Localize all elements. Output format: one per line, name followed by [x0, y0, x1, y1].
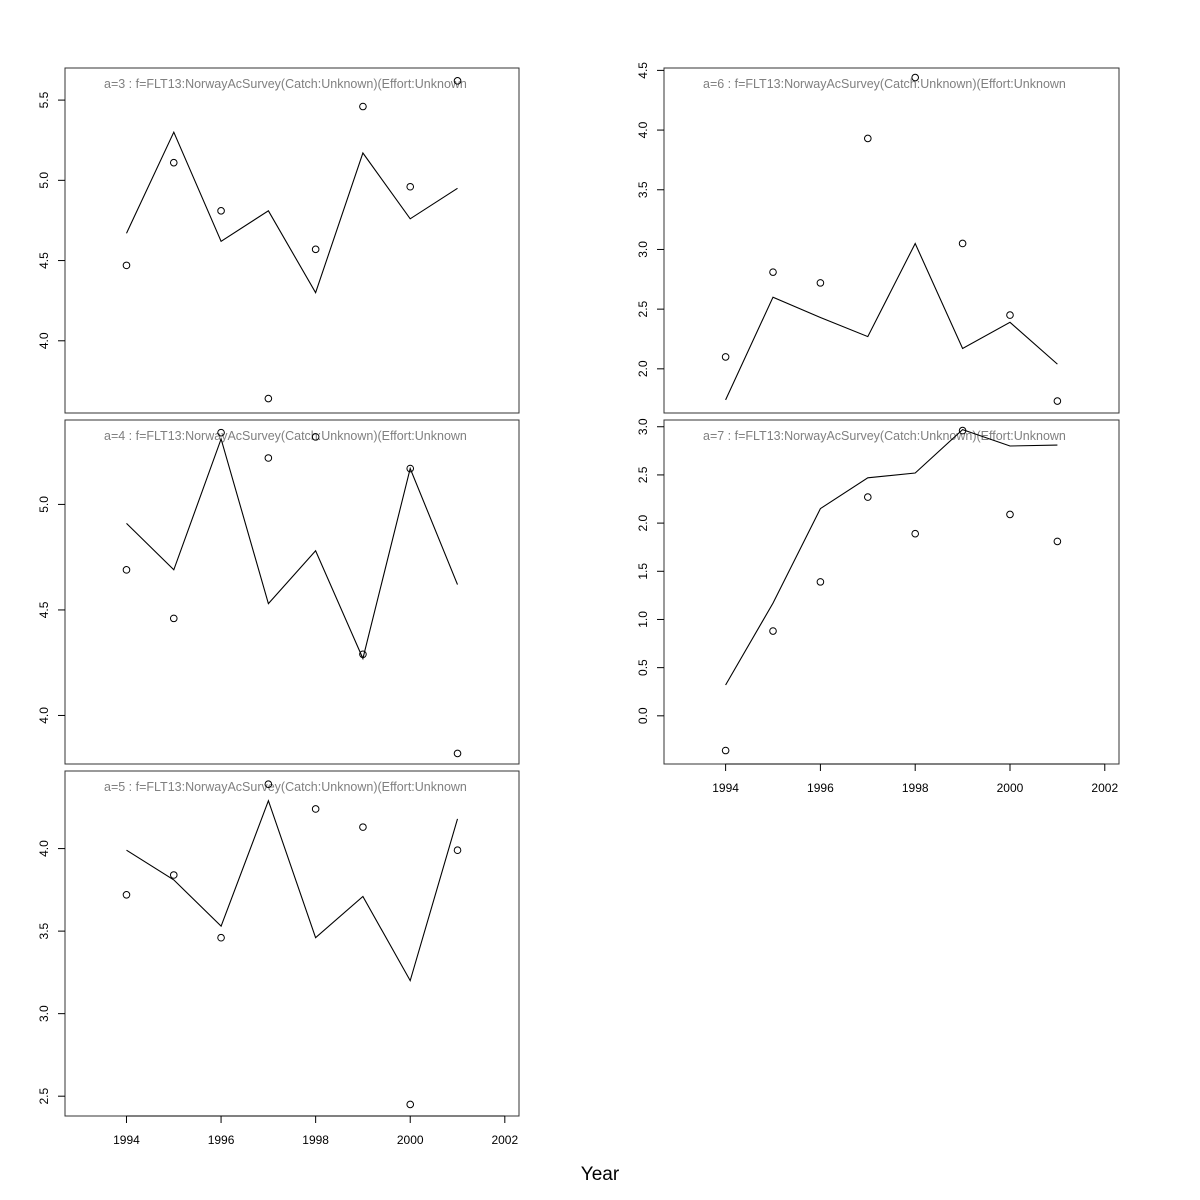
fitted-line: [126, 130, 458, 295]
panel-frame: [64, 67, 520, 414]
panel-a5: a=5 : f=FLT13:NorwayAcSurvey(Catch:Unkno…: [37, 770, 520, 1147]
y-tick-label: 3.0: [636, 418, 650, 435]
panel-a6: a=6 : f=FLT13:NorwayAcSurvey(Catch:Unkno…: [636, 62, 1120, 414]
y-tick-label: 4.5: [37, 601, 51, 618]
x-tick-label: 1998: [902, 781, 929, 795]
panels-layer: a=3 : f=FLT13:NorwayAcSurvey(Catch:Unkno…: [37, 62, 1120, 1147]
observed-point: [453, 749, 462, 758]
y-tick-label: 5.0: [37, 172, 51, 189]
observed-point: [1053, 537, 1062, 546]
panel-a7: a=7 : f=FLT13:NorwayAcSurvey(Catch:Unkno…: [636, 418, 1120, 795]
observed-point: [864, 134, 872, 143]
y-tick-label: 4.0: [37, 840, 51, 857]
observed-point: [217, 933, 225, 942]
observed-point: [721, 746, 730, 755]
observed-point: [1006, 311, 1014, 319]
fitted-line: [126, 437, 459, 661]
observed-point: [816, 578, 825, 586]
observed-point: [406, 182, 415, 191]
observed-point: [769, 627, 777, 635]
observed-point: [169, 614, 178, 623]
observed-point: [769, 268, 777, 276]
observed-point: [406, 464, 415, 473]
observed-point: [911, 73, 919, 82]
panel-title: a=6 : f=FLT13:NorwayAcSurvey(Catch:Unkno…: [703, 77, 1066, 91]
observed-point: [911, 529, 919, 538]
observed-point: [264, 394, 273, 403]
y-tick-label: 2.0: [636, 514, 650, 531]
observed-point: [169, 158, 178, 167]
observed-point: [217, 428, 225, 437]
y-tick-label: 4.5: [636, 62, 650, 79]
y-tick-label: 2.5: [636, 300, 650, 317]
panel-title: a=3 : f=FLT13:NorwayAcSurvey(Catch:Unkno…: [104, 77, 467, 91]
y-tick-label: 1.0: [636, 611, 650, 628]
panel-frame: [64, 419, 520, 765]
y-tick-label: 2.5: [37, 1088, 51, 1105]
observed-point: [864, 493, 872, 501]
x-tick-label: 1996: [807, 781, 834, 795]
observed-point: [122, 891, 131, 899]
y-tick-label: 4.0: [37, 707, 51, 724]
panel-a3: a=3 : f=FLT13:NorwayAcSurvey(Catch:Unkno…: [37, 67, 520, 414]
y-tick-label: 5.0: [37, 496, 51, 513]
observed-point: [406, 1100, 415, 1109]
x-tick-label: 2002: [491, 1133, 518, 1147]
observed-point: [359, 650, 367, 659]
panel-frame: [663, 67, 1120, 414]
panel-title: a=7 : f=FLT13:NorwayAcSurvey(Catch:Unkno…: [703, 429, 1066, 443]
y-tick-label: 3.0: [37, 1005, 51, 1022]
y-tick-label: 3.0: [636, 241, 650, 258]
observed-point: [264, 780, 273, 789]
x-tick-label: 1994: [712, 781, 739, 795]
y-tick-label: 4.0: [636, 121, 650, 138]
observed-point: [721, 353, 730, 361]
y-tick-label: 4.0: [37, 332, 51, 349]
observed-point: [359, 102, 367, 111]
observed-point: [453, 846, 462, 855]
observed-point: [816, 279, 825, 287]
x-tick-label: 2000: [997, 781, 1024, 795]
panel-title: a=4 : f=FLT13:NorwayAcSurvey(Catch:Unkno…: [104, 429, 467, 443]
observed-point: [359, 823, 367, 831]
observed-point: [311, 805, 320, 813]
observed-point: [264, 454, 273, 462]
observed-point: [1006, 510, 1014, 519]
fitted-line: [725, 242, 1058, 401]
y-tick-label: 3.5: [636, 181, 650, 198]
panel-frame: [64, 770, 520, 1117]
observed-point: [122, 566, 131, 574]
y-tick-label: 0.0: [636, 707, 650, 724]
y-tick-label: 4.5: [37, 252, 51, 269]
x-axis-label: Year: [581, 1164, 620, 1185]
y-tick-label: 1.5: [636, 563, 650, 580]
panel-a4: a=4 : f=FLT13:NorwayAcSurvey(Catch:Unkno…: [37, 419, 520, 765]
y-tick-label: 2.5: [636, 466, 650, 483]
observed-point: [1053, 397, 1062, 405]
x-tick-label: 1994: [113, 1133, 140, 1147]
observed-point: [217, 207, 225, 215]
y-tick-label: 2.0: [636, 360, 650, 377]
fitted-line: [725, 428, 1058, 686]
observed-point: [169, 871, 178, 879]
panel-title: a=5 : f=FLT13:NorwayAcSurvey(Catch:Unkno…: [104, 780, 467, 794]
observed-point: [958, 239, 967, 248]
observed-point: [311, 433, 320, 441]
x-tick-label: 2000: [397, 1133, 424, 1147]
observed-point: [311, 245, 320, 254]
x-tick-label: 2002: [1091, 781, 1118, 795]
x-tick-label: 1998: [302, 1133, 329, 1147]
y-tick-label: 5.5: [37, 91, 51, 108]
observed-point: [122, 261, 131, 270]
x-tick-label: 1996: [208, 1133, 235, 1147]
panel-frame: [663, 419, 1120, 765]
observed-point: [453, 77, 462, 85]
y-tick-label: 0.5: [636, 659, 650, 676]
y-tick-label: 3.5: [37, 922, 51, 939]
observed-point: [958, 426, 967, 435]
fitted-line: [126, 799, 459, 983]
